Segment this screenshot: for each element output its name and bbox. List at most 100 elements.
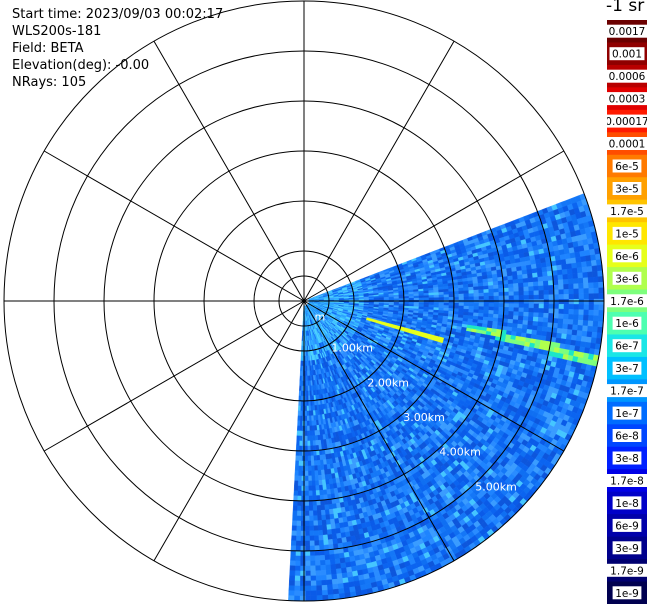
beta-cell [403, 298, 410, 301]
beta-cell [588, 287, 595, 295]
beta-cell [522, 324, 528, 330]
beta-cell [493, 303, 500, 308]
beta-cell [576, 261, 583, 269]
beta-cell [531, 268, 538, 274]
beta-cell [583, 299, 590, 305]
beta-cell [562, 273, 569, 280]
beta-cell [408, 297, 415, 301]
beta-cell [583, 288, 590, 295]
beta-cell [463, 290, 470, 295]
beta-cell [588, 309, 595, 316]
beta-cell [561, 268, 568, 275]
beta-cell [575, 335, 583, 342]
beta-cell [583, 282, 589, 289]
beta-cell [378, 298, 385, 301]
beta-cell [561, 263, 568, 271]
beta-cell [473, 306, 480, 311]
beta-cell [483, 296, 490, 300]
beta-cell [513, 307, 520, 313]
beta-cell [521, 269, 528, 275]
beta-cell [473, 309, 480, 314]
beta-cell [548, 299, 555, 305]
beta-cell [488, 313, 494, 318]
beta-cell [508, 295, 515, 300]
beta-cell [578, 304, 585, 311]
beta-cell [548, 294, 555, 300]
beta-cell [458, 293, 465, 298]
beta-cell [482, 282, 489, 287]
beta-cell [508, 291, 515, 297]
beta-cell [448, 288, 454, 293]
beta-cell [527, 277, 534, 283]
beta-cell [512, 274, 519, 281]
beta-cell [493, 299, 500, 304]
beta-cell [558, 289, 565, 295]
beta-cell [598, 304, 605, 311]
beta-cell [428, 302, 435, 306]
beta-cell [532, 277, 539, 283]
beta-cell [543, 285, 550, 291]
beta-cell [458, 290, 465, 295]
beta-cell [473, 292, 480, 297]
beta-cell [498, 310, 504, 316]
beta-cell [497, 314, 504, 319]
beta-cell [498, 299, 505, 304]
beta-cell [518, 295, 525, 300]
beta-cell [573, 288, 580, 295]
beta-cell [533, 299, 540, 305]
beta-cell [573, 314, 579, 321]
beta-cell [503, 295, 510, 300]
beta-cell [563, 283, 569, 290]
beta-cell [423, 302, 430, 306]
beta-cell [398, 296, 405, 299]
beta-cell [523, 290, 530, 296]
beta-cell [488, 292, 495, 297]
beta-cell [483, 306, 490, 311]
beta-cell [463, 293, 470, 298]
beta-cell [588, 315, 594, 322]
beta-cell [526, 268, 533, 275]
beta-cell [527, 281, 534, 288]
beta-cell [473, 312, 479, 317]
beta-cell [557, 279, 564, 286]
beta-cell [543, 299, 550, 305]
beta-cell [538, 303, 545, 309]
beta-cell [598, 315, 604, 323]
beta-cell [577, 319, 584, 326]
beta-cell [478, 285, 484, 291]
beta-cell [572, 272, 579, 280]
beta-cell [528, 303, 535, 309]
beta-cell [553, 308, 560, 315]
beta-cell [586, 331, 593, 338]
beta-cell [513, 299, 520, 304]
beta-cell [513, 303, 520, 309]
beta-cell [508, 311, 514, 316]
beta-cell [573, 283, 579, 290]
beta-cell [513, 311, 519, 317]
beta-cell [488, 303, 495, 308]
beta-cell [433, 294, 440, 298]
beta-cell [428, 304, 435, 308]
beta-cell [527, 273, 534, 279]
beta-cell [523, 307, 530, 313]
beta-cell [423, 295, 430, 299]
beta-cell [483, 302, 490, 308]
beta-cell [566, 329, 573, 336]
beta-cell [498, 288, 505, 293]
beta-cell [559, 254, 566, 261]
beta-cell [568, 283, 574, 290]
beta-cell [498, 303, 505, 308]
beta-cell [413, 302, 420, 305]
beta-cell [518, 286, 525, 292]
beta-cell [593, 293, 600, 300]
beta-cell [497, 280, 504, 286]
beta-cell [502, 318, 509, 324]
beta-cell [523, 286, 530, 292]
beta-cell [557, 274, 564, 281]
beta-cell [556, 269, 563, 276]
beta-cell [567, 273, 574, 280]
beta-cell [507, 279, 514, 285]
beta-cell [488, 310, 495, 315]
beta-cell [583, 309, 590, 316]
beta-cell [556, 264, 563, 271]
